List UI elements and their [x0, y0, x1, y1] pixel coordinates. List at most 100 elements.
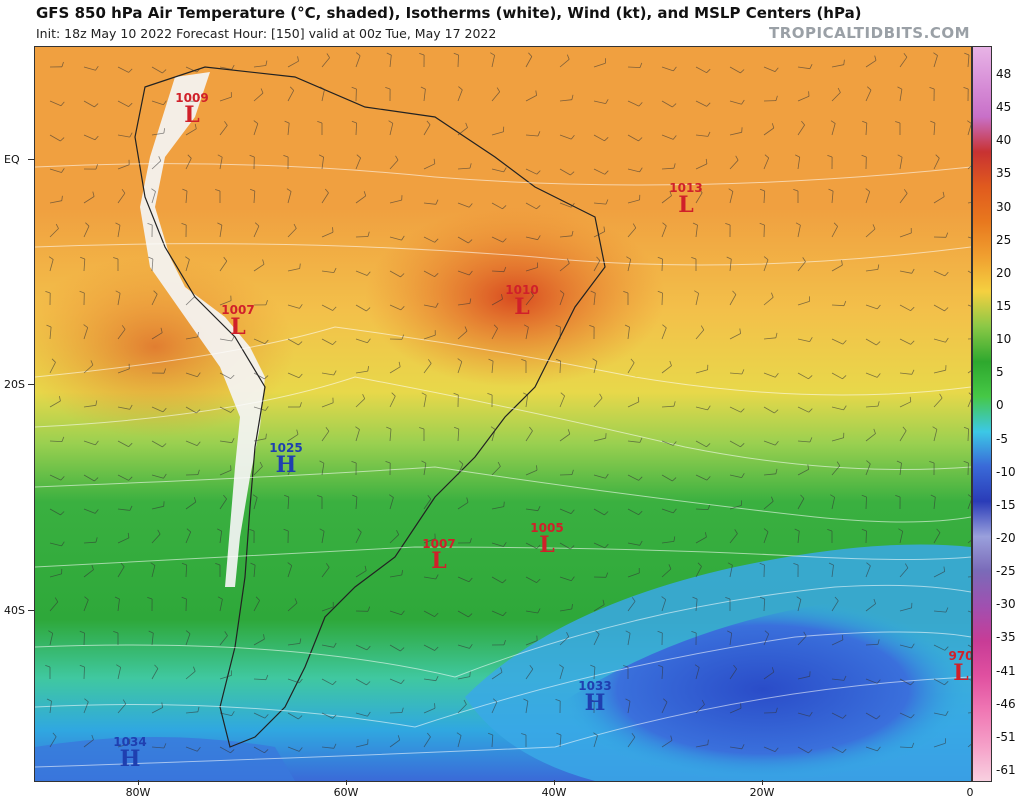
- wind-barb-flag: [468, 577, 473, 583]
- wind-barb: [185, 66, 198, 73]
- wind-barb: [83, 666, 85, 680]
- wind-barb: [627, 474, 639, 481]
- wind-barb-flag: [250, 562, 256, 566]
- wind-barb: [729, 707, 742, 714]
- wind-barb-flag: [800, 494, 805, 499]
- wind-barb: [423, 644, 435, 651]
- wind-barb: [967, 123, 971, 136]
- wind-barb: [933, 429, 938, 442]
- wind-barb: [763, 671, 775, 680]
- wind-barb-flag: [469, 671, 471, 677]
- wind-barb: [729, 66, 741, 74]
- wind-barb: [559, 360, 561, 374]
- wind-barb: [695, 598, 698, 612]
- wind-barb: [457, 54, 459, 68]
- wind-barb: [831, 600, 839, 612]
- wind-barb: [831, 64, 844, 68]
- wind-barb-flag: [254, 222, 260, 227]
- wind-barb-flag: [95, 400, 98, 406]
- wind-barb-flag: [351, 461, 357, 464]
- wind-barb-flag: [284, 120, 290, 124]
- wind-barb: [185, 336, 198, 340]
- wind-barb: [355, 532, 362, 544]
- wind-barb-flag: [318, 154, 324, 158]
- wind-barb-flag: [672, 508, 677, 514]
- wind-barb: [49, 168, 62, 173]
- wind-barb-flag: [725, 223, 731, 226]
- tick-mark: [28, 384, 34, 385]
- wind-barb-flag: [401, 334, 405, 340]
- wind-barb-flag: [60, 137, 65, 142]
- wind-barb-flag: [61, 195, 63, 201]
- wind-barb-flag: [604, 170, 609, 175]
- wind-barb: [729, 294, 737, 306]
- wind-barb: [151, 100, 164, 106]
- wind-barb: [457, 89, 463, 102]
- wind-barb-flag: [657, 290, 663, 294]
- colorbar-label: 20: [996, 265, 1012, 280]
- wind-barb: [763, 531, 769, 544]
- wind-barb-flag: [808, 375, 813, 380]
- wind-barb: [967, 202, 971, 204]
- colorbar-label: -30: [996, 597, 1016, 612]
- wind-barb: [49, 326, 52, 340]
- wind-barb: [117, 474, 129, 481]
- wind-barb: [321, 712, 333, 719]
- wind-barb: [661, 405, 675, 408]
- wind-barb: [253, 466, 263, 476]
- wind-barb-flag: [902, 426, 907, 431]
- wind-barb: [355, 644, 368, 651]
- wind-barb-flag: [115, 222, 121, 226]
- wind-barb: [627, 701, 631, 714]
- wind-barb: [831, 372, 843, 380]
- wind-barb: [865, 678, 878, 684]
- wind-barb: [423, 678, 436, 682]
- wind-barb: [593, 735, 598, 748]
- wind-barb-flag: [668, 564, 672, 570]
- wind-barb: [695, 329, 705, 340]
- wind-barb-flag: [536, 544, 541, 549]
- wind-barb: [423, 270, 435, 278]
- wind-barb: [695, 536, 707, 544]
- wind-barb-flag: [193, 666, 196, 672]
- wind-barb-flag: [421, 392, 427, 396]
- wind-barb: [287, 496, 290, 510]
- wind-barb: [525, 576, 537, 583]
- wind-barb-flag: [877, 746, 881, 752]
- wind-barb: [661, 167, 675, 170]
- wind-barb: [797, 498, 805, 510]
- wind-barb: [355, 370, 368, 374]
- wind-barb: [899, 644, 912, 649]
- wind-barb: [389, 55, 392, 68]
- wind-barb: [287, 602, 298, 612]
- wind-barb: [661, 365, 672, 374]
- wind-barb: [695, 134, 708, 137]
- wind-barb-flag: [366, 271, 371, 276]
- wind-barb: [525, 610, 538, 614]
- wind-barb: [967, 236, 971, 239]
- wind-barb-flag: [298, 715, 303, 720]
- wind-barb-flag: [333, 370, 337, 376]
- wind-barb: [695, 66, 707, 74]
- wind-barb-flag: [535, 90, 537, 96]
- wind-barb: [763, 473, 776, 476]
- wind-barb: [457, 127, 468, 136]
- wind-barb-flag: [83, 324, 88, 328]
- wind-barb-flag: [639, 437, 643, 443]
- wind-barb: [185, 406, 197, 414]
- longitude-label-0: 0: [966, 786, 974, 799]
- wind-barb: [219, 372, 231, 379]
- wind-barb-flag: [523, 698, 529, 702]
- wind-barb-flag: [265, 406, 269, 411]
- wind-barb-flag: [453, 392, 459, 396]
- longitude-label-40w: 40W: [541, 786, 567, 799]
- wind-barb: [763, 406, 775, 414]
- wind-barb: [287, 678, 300, 684]
- wind-barb-flag: [877, 639, 880, 645]
- wind-barb: [593, 397, 603, 408]
- wind-barb-flag: [453, 426, 459, 430]
- wind-barb-flag: [939, 393, 943, 399]
- wind-barb-flag: [128, 102, 133, 107]
- wind-barb: [355, 157, 361, 170]
- wind-barb-flag: [197, 469, 200, 475]
